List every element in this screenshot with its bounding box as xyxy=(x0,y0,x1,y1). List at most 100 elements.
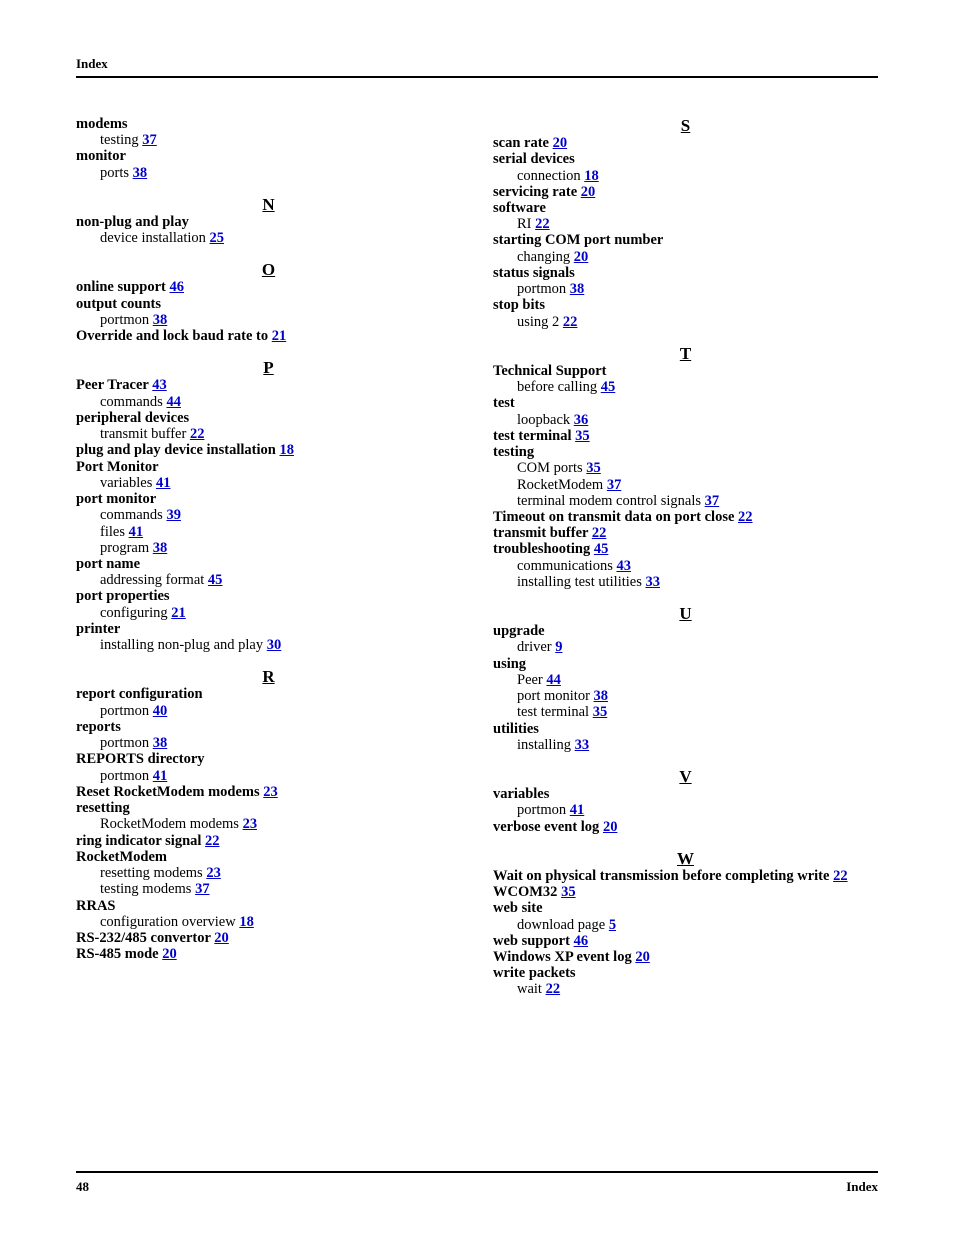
page-reference-link[interactable]: 45 xyxy=(594,541,609,557)
index-subentry-text: addressing format xyxy=(100,572,208,588)
page-reference-link[interactable]: 33 xyxy=(575,737,590,753)
page-reference-link[interactable]: 41 xyxy=(156,475,171,491)
index-term-text: test xyxy=(493,395,515,411)
index-subentry-text: portmon xyxy=(100,735,153,751)
index-term-text: starting COM port number xyxy=(493,232,663,248)
page-reference-link[interactable]: 21 xyxy=(272,328,287,344)
page-reference-link[interactable]: 38 xyxy=(153,312,168,328)
index-term: resetting xyxy=(76,800,461,816)
page-reference-link[interactable]: 38 xyxy=(153,735,168,751)
index-term-text: RS-485 mode xyxy=(76,946,162,962)
index-subentry: device installation 25 xyxy=(100,230,461,246)
page-reference-link[interactable]: 22 xyxy=(738,509,753,525)
page-reference-link[interactable]: 41 xyxy=(153,768,168,784)
page-reference-link[interactable]: 46 xyxy=(169,279,184,295)
page-reference-link[interactable]: 20 xyxy=(162,946,177,962)
index-subentry-text: program xyxy=(100,540,153,556)
page-reference-link[interactable]: 37 xyxy=(195,881,210,897)
page-reference-link[interactable]: 36 xyxy=(574,412,589,428)
index-subentry-text: resetting modems xyxy=(100,865,206,881)
page-reference-link[interactable]: 25 xyxy=(210,230,225,246)
index-subentry-text: test terminal xyxy=(517,704,593,720)
page-reference-link[interactable]: 35 xyxy=(575,428,590,444)
page-reference-link[interactable]: 5 xyxy=(609,917,616,933)
page-reference-link[interactable]: 23 xyxy=(263,784,278,800)
page-reference-link[interactable]: 9 xyxy=(555,639,562,655)
page-reference-link[interactable]: 38 xyxy=(153,540,168,556)
page-reference-link[interactable]: 20 xyxy=(581,184,596,200)
page-reference-link[interactable]: 20 xyxy=(603,819,618,835)
page-reference-link[interactable]: 20 xyxy=(574,249,589,265)
page-reference-link[interactable]: 44 xyxy=(166,394,181,410)
page-reference-link[interactable]: 39 xyxy=(166,507,181,523)
page-reference-link[interactable]: 23 xyxy=(206,865,221,881)
page-reference-link[interactable]: 45 xyxy=(208,572,223,588)
page-reference-link[interactable]: 41 xyxy=(129,524,144,540)
page-reference-link[interactable]: 20 xyxy=(214,930,229,946)
page-reference-link[interactable]: 22 xyxy=(563,314,578,330)
page-reference-link[interactable]: 22 xyxy=(546,981,561,997)
page-reference-link[interactable]: 37 xyxy=(705,493,720,509)
index-term-text: output counts xyxy=(76,296,161,312)
index-term: utilities xyxy=(493,721,878,737)
page-reference-link[interactable]: 45 xyxy=(601,379,616,395)
footer: 48 Index xyxy=(76,1171,878,1195)
footer-label: Index xyxy=(846,1179,878,1195)
index-subentry: portmon 41 xyxy=(100,768,461,784)
index-term: Technical Support xyxy=(493,363,878,379)
page-reference-link[interactable]: 35 xyxy=(561,884,576,900)
page-reference-link[interactable]: 30 xyxy=(267,637,282,653)
page-reference-link[interactable]: 38 xyxy=(133,165,148,181)
index-term-text: serial devices xyxy=(493,151,575,167)
page-reference-link[interactable]: 35 xyxy=(586,460,601,476)
page-reference-link[interactable]: 23 xyxy=(243,816,258,832)
page-reference-link[interactable]: 21 xyxy=(171,605,186,621)
page-reference-link[interactable]: 38 xyxy=(570,281,585,297)
page-reference-link[interactable]: 22 xyxy=(190,426,205,442)
page-reference-link[interactable]: 18 xyxy=(584,168,599,184)
index-subentry: changing 20 xyxy=(517,249,878,265)
page-reference-link[interactable]: 43 xyxy=(152,377,167,393)
page-reference-link[interactable]: 18 xyxy=(239,914,254,930)
page-reference-link[interactable]: 37 xyxy=(142,132,157,148)
index-term: upgrade xyxy=(493,623,878,639)
page-reference-link[interactable]: 41 xyxy=(570,802,585,818)
page-reference-link[interactable]: 18 xyxy=(279,442,294,458)
index-term-text: plug and play device installation xyxy=(76,442,279,458)
index-term-text: Port Monitor xyxy=(76,459,159,475)
index-term: RS-232/485 convertor 20 xyxy=(76,930,461,946)
page-reference-link[interactable]: 43 xyxy=(616,558,631,574)
index-column: Sscan rate 20serial devicesconnection 18… xyxy=(493,116,878,998)
index-term: modems xyxy=(76,116,461,132)
index-term-text: peripheral devices xyxy=(76,410,189,426)
index-term: servicing rate 20 xyxy=(493,184,878,200)
page-reference-link[interactable]: 35 xyxy=(593,704,608,720)
page-reference-link[interactable]: 20 xyxy=(635,949,650,965)
index-term: RRAS xyxy=(76,898,461,914)
index-subentry: COM ports 35 xyxy=(517,460,878,476)
page-reference-link[interactable]: 22 xyxy=(592,525,607,541)
index-term-text: modems xyxy=(76,116,128,132)
page-reference-link[interactable]: 44 xyxy=(546,672,561,688)
index-term: port monitor xyxy=(76,491,461,507)
page-reference-link[interactable]: 22 xyxy=(535,216,550,232)
index-term: online support 46 xyxy=(76,279,461,295)
index-term: troubleshooting 45 xyxy=(493,541,878,557)
index-subentry: portmon 40 xyxy=(100,703,461,719)
index-subentry-text: portmon xyxy=(100,768,153,784)
page-reference-link[interactable]: 46 xyxy=(574,933,589,949)
page-reference-link[interactable]: 22 xyxy=(205,833,220,849)
index-term: software xyxy=(493,200,878,216)
page-reference-link[interactable]: 20 xyxy=(553,135,568,151)
index-term: report configuration xyxy=(76,686,461,702)
index-subentry-text: installing test utilities xyxy=(517,574,645,590)
index-subentry-text: configuration overview xyxy=(100,914,239,930)
page-reference-link[interactable]: 33 xyxy=(645,574,660,590)
page-reference-link[interactable]: 38 xyxy=(594,688,609,704)
page-reference-link[interactable]: 37 xyxy=(607,477,622,493)
page-reference-link[interactable]: 22 xyxy=(833,868,848,884)
index-term: REPORTS directory xyxy=(76,751,461,767)
index-subentry-text: communications xyxy=(517,558,616,574)
page-reference-link[interactable]: 40 xyxy=(153,703,168,719)
index-term: test terminal 35 xyxy=(493,428,878,444)
